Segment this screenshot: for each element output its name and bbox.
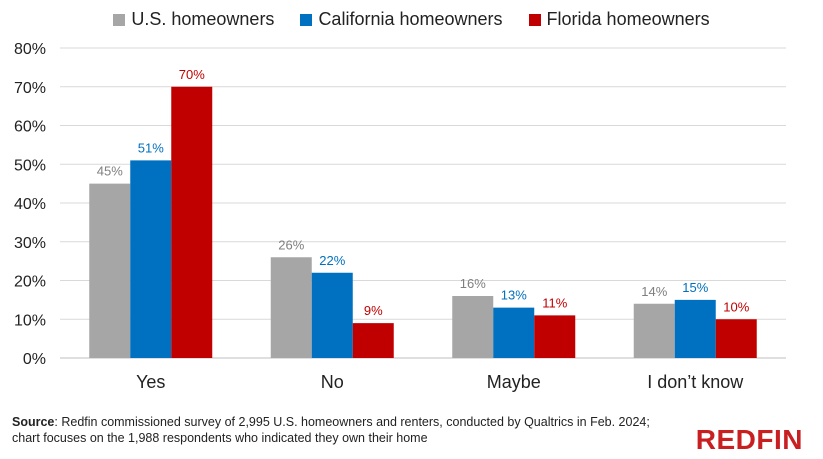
legend: U.S. homeowners California homeowners Flor…: [0, 9, 823, 30]
y-tick-label: 30%: [14, 235, 46, 252]
x-tick-label: Maybe: [487, 372, 541, 392]
y-tick-label: 60%: [14, 119, 46, 136]
y-tick-label: 10%: [14, 312, 46, 329]
legend-label: California homeowners: [318, 9, 503, 29]
legend-swatch: [300, 13, 313, 26]
bar: [171, 86, 213, 358]
bar: [89, 183, 131, 358]
data-label: 15%: [682, 280, 708, 295]
legend-label: Florida homeowners: [546, 9, 710, 29]
y-tick-label: 20%: [14, 274, 46, 291]
bar: [493, 307, 535, 358]
source-label: Source: [12, 415, 55, 429]
legend-label: U.S. homeowners: [131, 9, 275, 29]
data-label: 9%: [364, 303, 383, 318]
legend-item: U.S. homeowners: [113, 9, 274, 30]
bar: [534, 315, 576, 358]
legend-item: California homeowners: [300, 9, 503, 30]
legend-swatch: [113, 13, 126, 26]
y-tick-label: 40%: [14, 196, 46, 213]
source-text: : Redfin commissioned survey of 2,995 U.…: [12, 415, 650, 445]
x-tick-label: No: [321, 372, 344, 392]
redfin-logo: REDFIN: [695, 424, 803, 455]
bars: 45% 51% 70% 26% 22% 9% 16% 13% 11% 14% 15% 10%: [89, 67, 757, 358]
bar: [352, 323, 394, 358]
bar: [452, 296, 494, 358]
x-tick-label: I don’t know: [647, 372, 744, 392]
legend-swatch: [528, 13, 541, 26]
x-tick-label: Yes: [136, 372, 165, 392]
data-label: 70%: [179, 67, 205, 82]
bar: [270, 257, 312, 358]
data-label: 14%: [641, 284, 667, 299]
data-label: 22%: [319, 253, 345, 268]
x-axis: Yes No Maybe I don’t know: [136, 372, 744, 392]
data-label: 16%: [460, 276, 486, 291]
y-axis: 0% 10% 20% 30% 40% 50% 60% 70% 80%: [14, 41, 46, 368]
y-tick-label: 80%: [14, 41, 46, 58]
legend-item: Florida homeowners: [528, 9, 710, 30]
data-label: 26%: [278, 237, 304, 252]
bar: [311, 272, 353, 358]
bar: [715, 319, 757, 358]
y-tick-label: 70%: [14, 80, 46, 97]
bar: [633, 303, 675, 358]
data-label: 13%: [501, 288, 527, 303]
data-label: 10%: [723, 299, 749, 314]
y-tick-label: 50%: [14, 157, 46, 174]
source-note: Source: Redfin commissioned survey of 2,…: [12, 414, 662, 446]
data-label: 51%: [138, 140, 164, 155]
data-label: 11%: [542, 295, 567, 310]
data-label: 45%: [97, 164, 123, 179]
bar: [674, 299, 716, 358]
bar: [130, 160, 172, 358]
y-tick-label: 0%: [23, 351, 46, 368]
